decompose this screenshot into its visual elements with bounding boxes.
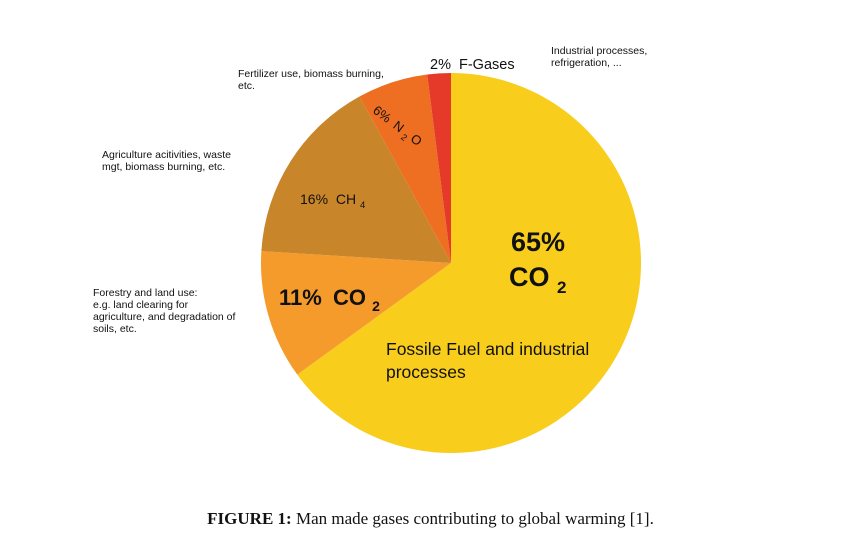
- slice-desc-fossil-line2: processes: [386, 362, 466, 382]
- slice-label-co2-fossil-gas: CO 2: [509, 262, 566, 297]
- annotation-forestry-line2: e.g. land clearing for: [93, 299, 189, 311]
- slice-label-fgases-pct: 2%: [430, 57, 451, 73]
- slice-agriculture: [261, 96, 451, 263]
- annotation-fertilizer-line2: etc.: [238, 80, 255, 92]
- slice-desc-fossil: Fossile Fuel and industrial processes: [386, 339, 594, 382]
- slice-fossil-fuel: [297, 73, 642, 453]
- slice-label-fgases: 2% F-Gases: [430, 57, 515, 73]
- slice-label-co2-forestry-gas: CO: [333, 285, 366, 310]
- slice-label-fgases-gas: F-Gases: [459, 57, 515, 73]
- slice-label-co2-forestry-pct: 11%: [279, 285, 322, 310]
- slice-fertilizer: [359, 74, 451, 263]
- annotation-forestry-line1: Forestry and land use:: [93, 287, 197, 299]
- annotation-industrial: Industrial processes, refrigeration, ...: [551, 45, 650, 69]
- annotation-forestry: Forestry and land use: e.g. land clearin…: [93, 287, 238, 335]
- figure-caption: FIGURE 1: Man made gases contributing to…: [0, 509, 861, 529]
- slice-f-gases: [427, 73, 451, 263]
- slice-forestry: [260, 251, 451, 375]
- slice-label-n2o-sub: 2: [399, 132, 409, 143]
- slice-label-co2-fossil-gas-text: CO: [509, 262, 550, 292]
- annotation-industrial-line2: refrigeration, ...: [551, 57, 622, 69]
- slice-label-ch4: 16% CH 4: [300, 191, 365, 211]
- annotation-industrial-line1: Industrial processes,: [551, 45, 647, 57]
- annotation-forestry-line3: agriculture, and degradation of: [93, 311, 236, 323]
- annotation-agriculture-line2: mgt, biomass burning, etc.: [102, 161, 225, 173]
- pie-slices: [260, 73, 642, 453]
- annotation-forestry-line4: soils, etc.: [93, 323, 137, 335]
- figure-caption-text: Man made gases contributing to global wa…: [291, 509, 654, 528]
- slice-label-co2-fossil-sub: 2: [557, 278, 566, 297]
- slice-label-co2-fossil-pct: 65%: [511, 227, 565, 257]
- slice-label-ch4-gas: CH: [336, 191, 356, 207]
- annotation-agriculture-line1: Agriculture acitivities, waste: [102, 149, 231, 161]
- slice-label-co2-forestry-sub: 2: [372, 298, 380, 314]
- annotation-fertilizer-line1: Fertilizer use, biomass burning,: [238, 68, 384, 80]
- slice-desc-fossil-line1: Fossile Fuel and industrial: [386, 339, 589, 359]
- annotation-agriculture: Agriculture acitivities, waste mgt, biom…: [102, 149, 234, 173]
- figure-caption-bold: FIGURE 1:: [207, 509, 292, 528]
- slice-label-co2-forestry: 11% CO 2: [279, 285, 380, 314]
- slice-label-ch4-pct: 16%: [300, 191, 328, 207]
- slice-label-ch4-sub: 4: [360, 200, 365, 211]
- annotation-fertilizer: Fertilizer use, biomass burning, etc.: [238, 68, 387, 92]
